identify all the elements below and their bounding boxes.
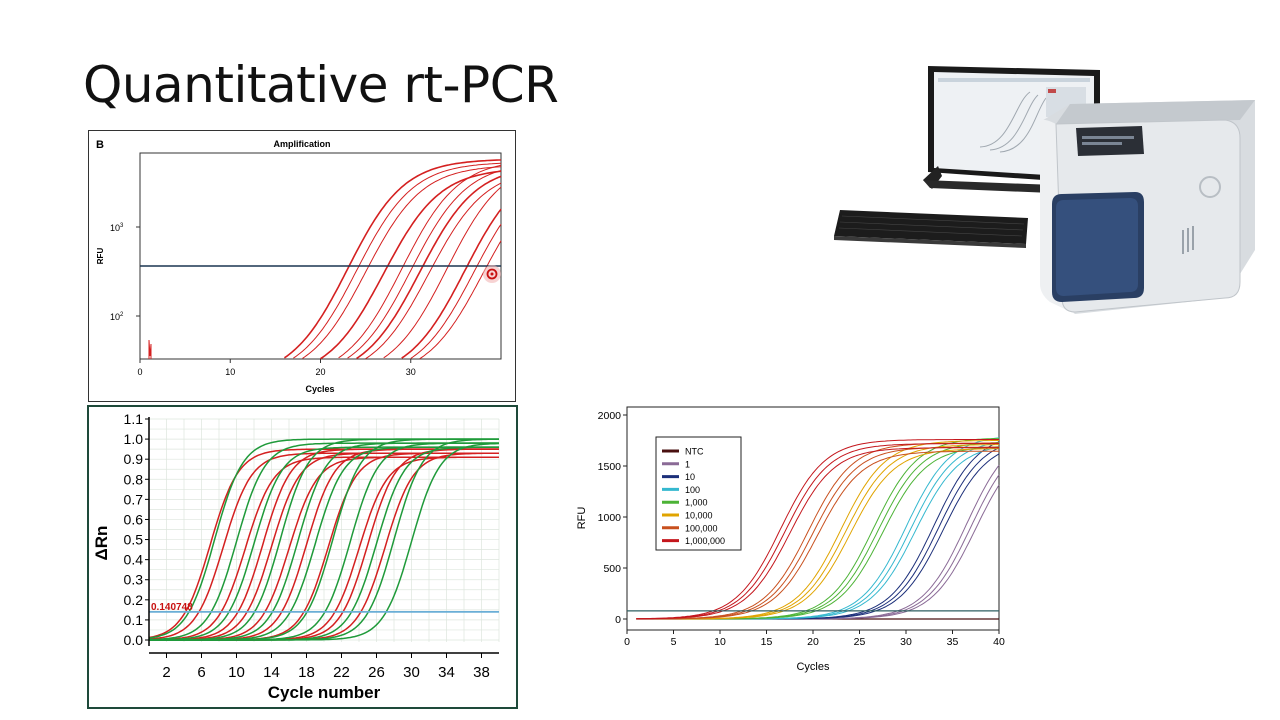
rfu-curve [636, 450, 999, 620]
x-tick-label: 5 [671, 636, 677, 648]
y-tick-label: 1500 [598, 461, 622, 473]
y-tick-label: 500 [603, 563, 621, 575]
y-tick-label: 2000 [598, 410, 622, 422]
amplification-curve [293, 162, 502, 359]
amplification-curve [302, 166, 502, 359]
y-tick-label: 0.0 [124, 632, 144, 648]
delta-rn-curve [149, 442, 500, 641]
y-axis-label: RFU [96, 248, 105, 265]
x-axis-label: Cycles [796, 661, 830, 673]
x-tick-label: 6 [197, 664, 205, 681]
y-tick-label: 0.6 [124, 511, 144, 527]
qpcr-instrument-image [830, 62, 1260, 322]
amplification-curve [383, 186, 502, 359]
y-axis-label: RFU [576, 507, 588, 530]
x-tick-label: 20 [807, 636, 819, 648]
y-tick-label: 102 [110, 312, 124, 322]
x-tick-label: 10 [225, 367, 235, 377]
qpcr-instrument-illustration [834, 66, 1255, 314]
x-tick-label: 38 [473, 664, 490, 681]
amplification-curve [283, 159, 501, 359]
y-tick-label: 1.1 [124, 411, 144, 427]
x-axis-ticks: 2 6 10 14 18 22 26 30 34 38 [162, 653, 490, 681]
y-axis-ticks: 103 102 [110, 223, 140, 322]
grid [148, 418, 500, 642]
x-tick-label: 40 [993, 636, 1005, 648]
delta-rn-chart-panel: 0.140748 1.1 1.0 0.9 0.8 0.7 0.6 0.5 0.4 0.3 0.2 0… [87, 405, 518, 709]
amplification-chart: B Amplification 0 10 20 30 103 102 Cycles R… [88, 130, 516, 402]
y-tick-label: 0.5 [124, 532, 144, 548]
legend-label: 100,000 [685, 523, 718, 533]
rfu-curve [636, 439, 999, 620]
delta-rn-chart: 0.140748 1.1 1.0 0.9 0.8 0.7 0.6 0.5 0.4 0.3 0.2 0… [87, 405, 518, 709]
x-tick-label: 0 [137, 367, 142, 377]
x-tick-label: 2 [162, 664, 170, 681]
legend-label: NTC [685, 447, 704, 457]
x-axis-label: Cycle number [268, 683, 381, 702]
x-tick-label: 30 [403, 664, 420, 681]
legend-label: 1,000 [685, 498, 708, 508]
curve-group [148, 438, 500, 641]
amplification-curve [347, 170, 502, 359]
amplification-curve [410, 224, 502, 359]
y-tick-label: 1000 [598, 512, 622, 524]
x-tick-label: 15 [761, 636, 773, 648]
amplification-curve [338, 164, 502, 359]
x-axis-label: Cycles [305, 384, 334, 394]
y-axis-ticks: 1.1 1.0 0.9 0.8 0.7 0.6 0.5 0.4 0.3 0.2 0.1 0.0 [124, 411, 149, 648]
legend-label: 1 [685, 459, 690, 469]
legend: NTC 1 10 100 1,000 10,000 100,000 1,000,000 [655, 436, 742, 551]
y-axis-ticks: 2000 1500 1000 500 0 [598, 410, 627, 626]
x-tick-label: 35 [947, 636, 959, 648]
x-tick-label: 10 [714, 636, 726, 648]
panel-label: B [96, 139, 104, 151]
amplification-curve [356, 175, 502, 360]
x-tick-label: 0 [624, 636, 630, 648]
x-tick-label: 22 [333, 664, 350, 681]
x-tick-label: 30 [406, 367, 416, 377]
amplification-curve [320, 170, 502, 360]
amplification-curve [419, 240, 502, 360]
x-axis-ticks: 0 5 10 15 20 25 30 35 40 [624, 630, 1005, 648]
chart-title: Amplification [273, 139, 330, 149]
x-tick-label: 18 [298, 664, 315, 681]
dilution-series-chart: 2000 1500 1000 500 0 0 5 10 15 20 25 30 35 40 Cycles… [576, 406, 1005, 673]
slide-title: Quantitative rt-PCR [83, 56, 559, 114]
y-tick-label: 103 [110, 223, 124, 233]
y-tick-label: 0.9 [124, 451, 144, 467]
y-tick-label: 0.8 [124, 471, 144, 487]
legend-label: 100 [685, 485, 700, 495]
rfu-curve [636, 443, 999, 620]
y-axis-label: ΔRn [92, 526, 111, 561]
y-tick-label: 0.3 [124, 572, 144, 588]
y-tick-label: 0.2 [124, 592, 144, 608]
y-tick-label: 0 [615, 614, 621, 626]
curve-group [283, 159, 502, 360]
keyboard [834, 210, 1028, 248]
y-tick-label: 0.7 [124, 491, 144, 507]
y-tick-label: 0.1 [124, 612, 144, 628]
legend-label: 10 [685, 472, 695, 482]
amplification-curve [365, 182, 502, 360]
amplification-curve [401, 208, 502, 359]
rfu-curve [636, 447, 999, 620]
x-tick-label: 20 [315, 367, 325, 377]
cursor-marker [483, 265, 501, 283]
dilution-series-chart-panel: 2000 1500 1000 500 0 0 5 10 15 20 25 30 35 40 Cycles… [570, 400, 1010, 680]
x-axis-ticks: 0 10 20 30 [137, 359, 416, 377]
y-tick-label: 0.4 [124, 552, 144, 568]
threshold-value-label: 0.140748 [151, 602, 193, 613]
instrument [1040, 100, 1255, 314]
x-tick-label: 30 [900, 636, 912, 648]
noise-spike [148, 339, 152, 359]
y-tick-label: 1.0 [124, 431, 144, 447]
legend-label: 1,000,000 [685, 536, 725, 546]
legend-label: 10,000 [685, 511, 713, 521]
amplification-chart-panel: B Amplification 0 10 20 30 103 102 Cycles R… [88, 130, 516, 402]
x-tick-label: 10 [228, 664, 245, 681]
x-tick-label: 34 [438, 664, 455, 681]
x-tick-label: 25 [854, 636, 866, 648]
x-tick-label: 14 [263, 664, 280, 681]
x-tick-label: 26 [368, 664, 385, 681]
